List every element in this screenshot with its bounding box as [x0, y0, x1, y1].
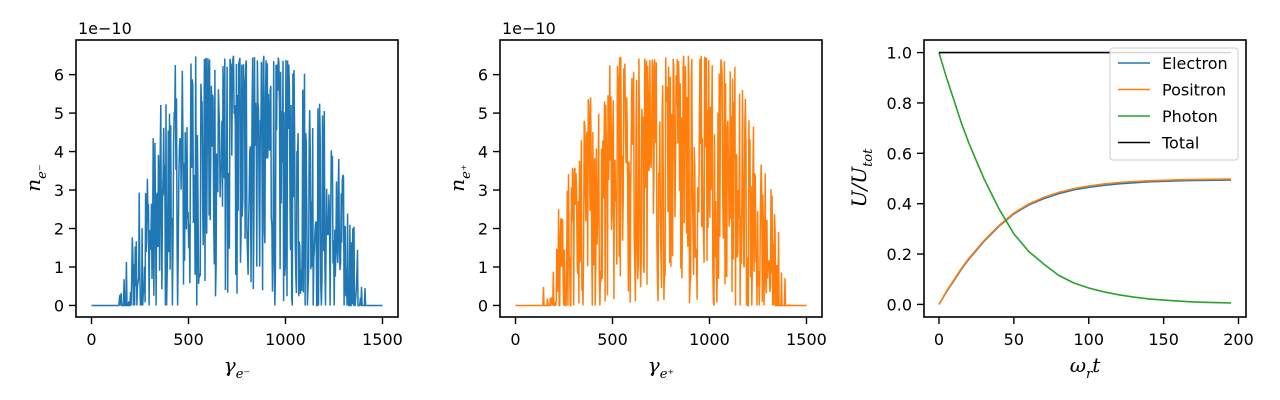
- plot-lines: [91, 55, 383, 307]
- y-tick-label: 2: [478, 220, 488, 239]
- y-offset-text: 1e−10: [78, 19, 132, 38]
- legend-label: Positron: [1162, 81, 1226, 100]
- y-tick-label: 5: [54, 104, 64, 123]
- y-ticks: 0 1 2 3 4 5 6: [478, 66, 500, 315]
- y-tick-label: 1: [478, 258, 488, 277]
- y-tick-label: 3: [478, 181, 488, 200]
- x-tick-label: 500: [173, 330, 204, 349]
- y-tick-label: 0: [54, 296, 64, 315]
- legend-label: Total: [1161, 134, 1199, 153]
- x-tick-label: 1500: [362, 330, 403, 349]
- series-line-positron: [938, 178, 1232, 305]
- axes-frame: [75, 39, 399, 318]
- y-axis-label: U/Utot: [847, 148, 876, 208]
- y-tick-label: 0.0: [887, 295, 912, 314]
- panel-electron-spectrum: 0 500 1000 1500 0 1 2 3 4 5 6 1e−10 γe⁻ ne⁻: [21, 19, 403, 382]
- x-tick-label: 1000: [265, 330, 306, 349]
- x-axis-label: γe⁻: [224, 353, 251, 382]
- y-tick-label: 6: [478, 66, 488, 85]
- x-tick-label: 150: [1148, 330, 1179, 349]
- y-ticks: 0.0 0.2 0.4 0.6 0.8 1.0: [887, 44, 924, 314]
- y-tick-label: 5: [478, 104, 488, 123]
- y-tick-label: 0.4: [887, 195, 912, 214]
- x-axis-label: ωrt: [1070, 353, 1102, 382]
- legend-box: [1109, 47, 1239, 161]
- legend-label: Electron: [1162, 54, 1228, 73]
- y-tick-label: 0: [478, 296, 488, 315]
- x-ticks: 0 500 1000 1500: [510, 317, 827, 349]
- y-tick-label: 2: [54, 220, 64, 239]
- x-tick-label: 1000: [689, 330, 730, 349]
- y-tick-label: 1: [54, 258, 64, 277]
- series-line-photon: [938, 52, 1232, 304]
- spectrum-line: [515, 55, 807, 307]
- legend-label: Photon: [1162, 107, 1218, 126]
- x-tick-label: 0: [86, 330, 96, 349]
- panel-positron-spectrum: 0 500 1000 1500 0 1 2 3 4 5 6 1e−10 γe⁺ ne⁺: [445, 19, 827, 382]
- y-axis-label: ne⁺: [445, 164, 474, 191]
- y-tick-label: 0.2: [887, 245, 912, 264]
- x-tick-label: 0: [934, 330, 944, 349]
- x-ticks: 0 50 100 150 200: [934, 317, 1254, 349]
- plot-lines: [938, 51, 1232, 305]
- x-tick-label: 200: [1223, 330, 1254, 349]
- y-tick-label: 3: [54, 181, 64, 200]
- x-tick-label: 100: [1073, 330, 1104, 349]
- legend: Electron Positron Photon Total: [1109, 47, 1239, 161]
- plot-lines: [515, 55, 807, 307]
- y-ticks: 0 1 2 3 4 5 6: [54, 66, 76, 315]
- x-ticks: 0 500 1000 1500: [86, 317, 403, 349]
- x-tick-label: 50: [1004, 330, 1024, 349]
- x-tick-label: 500: [597, 330, 628, 349]
- spectrum-line: [91, 55, 383, 307]
- y-tick-label: 0.6: [887, 144, 912, 163]
- x-axis-label: γe⁺: [648, 353, 675, 382]
- y-tick-label: 4: [478, 143, 488, 162]
- y-offset-text: 1e−10: [502, 19, 556, 38]
- axes-frame: [499, 39, 823, 318]
- panel-energy-fraction: 0 50 100 150 200 0.0 0.2 0.4 0.6 0.8 1.0 Electron…: [847, 39, 1254, 382]
- y-axis-label: ne⁻: [21, 164, 50, 191]
- axes-frame: [923, 39, 1247, 318]
- x-tick-label: 1500: [786, 330, 827, 349]
- x-tick-label: 0: [510, 330, 520, 349]
- y-tick-label: 0.8: [887, 94, 912, 113]
- y-tick-label: 4: [54, 143, 64, 162]
- y-tick-label: 6: [54, 66, 64, 85]
- y-tick-label: 1.0: [887, 44, 912, 63]
